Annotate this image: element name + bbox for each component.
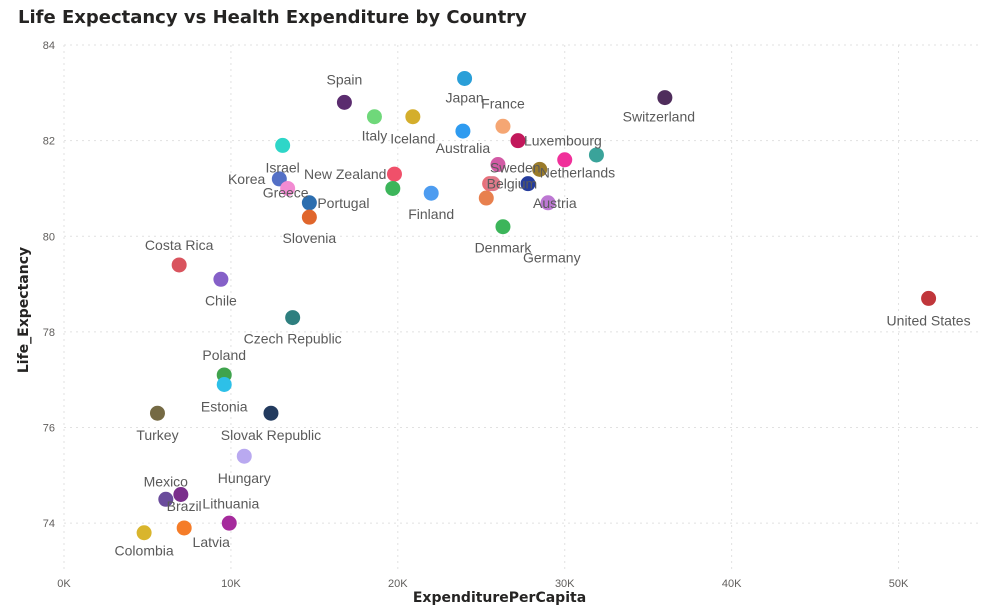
point-label: Slovenia: [283, 230, 337, 246]
point-label: Switzerland: [623, 109, 695, 125]
point-label: Greece: [263, 184, 309, 200]
data-point[interactable]: [275, 137, 291, 153]
data-point[interactable]: [405, 109, 421, 125]
point-label: Lithuania: [202, 495, 259, 511]
point-label: France: [481, 95, 525, 111]
point-label: Chile: [205, 292, 237, 308]
grid-lines: [63, 44, 982, 571]
point-label: Sweden: [490, 160, 541, 176]
y-tick-label: 84: [43, 40, 55, 52]
data-point[interactable]: [478, 190, 494, 206]
data-point[interactable]: [336, 94, 352, 110]
data-point[interactable]: [520, 176, 536, 192]
data-point[interactable]: [588, 147, 604, 163]
data-point[interactable]: [532, 161, 548, 177]
x-tick-label: 20K: [388, 578, 408, 590]
point-label: Poland: [202, 347, 246, 363]
point-label: Colombia: [115, 543, 174, 559]
data-point[interactable]: [213, 271, 229, 287]
point-label: Belgium: [487, 176, 538, 192]
point-label: Netherlands: [540, 164, 616, 180]
point-label: Australia: [436, 140, 491, 156]
data-point[interactable]: [921, 290, 937, 306]
y-tick-label: 78: [43, 327, 55, 339]
data-point[interactable]: [285, 310, 301, 326]
axis-ticks: 74 76 78 80 82 84 0K 10K 20K 30K 40K 50K: [43, 40, 909, 590]
data-point[interactable]: [171, 257, 187, 273]
data-point[interactable]: [301, 195, 317, 211]
data-point[interactable]: [263, 405, 279, 421]
point-label: Denmark: [475, 240, 533, 256]
data-point[interactable]: [149, 405, 165, 421]
data-point[interactable]: [173, 486, 189, 502]
x-tick-label: 0K: [57, 578, 71, 590]
y-tick-label: 76: [43, 423, 55, 435]
point-label: New Zealand: [304, 166, 387, 182]
data-point[interactable]: [136, 525, 152, 541]
point-label: Austria: [533, 195, 577, 211]
data-point[interactable]: [495, 219, 511, 235]
point-label: Latvia: [193, 534, 231, 550]
point-label: Hungary: [218, 470, 271, 486]
x-axis-label: ExpenditurePerCapita: [412, 590, 587, 606]
data-point[interactable]: [485, 176, 501, 192]
point-label: Turkey: [136, 427, 178, 443]
y-axis-label: Life_Expectancy: [16, 246, 32, 374]
data-point[interactable]: [385, 180, 401, 196]
chart-title: Life Expectancy vs Health Expenditure by…: [18, 7, 527, 28]
data-point[interactable]: [176, 520, 192, 536]
data-point[interactable]: [423, 185, 439, 201]
point-label: Israel: [266, 159, 300, 175]
point-label: Italy: [362, 128, 388, 144]
point-label: Czech Republic: [244, 331, 342, 347]
data-point[interactable]: [158, 491, 174, 507]
data-point[interactable]: [557, 152, 573, 168]
x-tick-label: 30K: [555, 578, 575, 590]
point-label: Iceland: [390, 131, 435, 147]
data-point[interactable]: [301, 209, 317, 225]
point-label: Spain: [327, 71, 363, 87]
point-label: Portugal: [317, 195, 369, 211]
point-label: Brazil: [167, 498, 202, 514]
data-point[interactable]: [510, 133, 526, 149]
point-label: Germany: [523, 250, 581, 266]
data-points: [136, 70, 937, 541]
data-point[interactable]: [236, 448, 252, 464]
point-label: United States: [887, 312, 971, 328]
data-point[interactable]: [216, 377, 232, 393]
data-point[interactable]: [366, 109, 382, 125]
point-label: Costa Rica: [145, 237, 214, 253]
point-label: Estonia: [201, 399, 248, 415]
data-point[interactable]: [280, 180, 296, 196]
data-point[interactable]: [221, 515, 237, 531]
x-tick-label: 50K: [889, 578, 909, 590]
point-label: Finland: [408, 206, 454, 222]
data-point[interactable]: [657, 90, 673, 106]
data-point[interactable]: [386, 166, 402, 182]
point-label: Slovak Republic: [221, 427, 321, 443]
data-point[interactable]: [455, 123, 471, 139]
point-label: Mexico: [144, 473, 189, 489]
point-label: Korea: [228, 171, 266, 187]
y-tick-label: 80: [43, 231, 55, 243]
data-point[interactable]: [490, 157, 506, 173]
point-label: Japan: [446, 89, 484, 105]
point-label: Luxembourg: [524, 133, 602, 149]
x-tick-label: 10K: [221, 578, 241, 590]
y-tick-label: 82: [43, 136, 55, 148]
x-tick-label: 40K: [722, 578, 742, 590]
data-point[interactable]: [495, 118, 511, 134]
data-point[interactable]: [540, 195, 556, 211]
y-tick-label: 74: [43, 518, 55, 530]
data-point[interactable]: [457, 70, 473, 86]
